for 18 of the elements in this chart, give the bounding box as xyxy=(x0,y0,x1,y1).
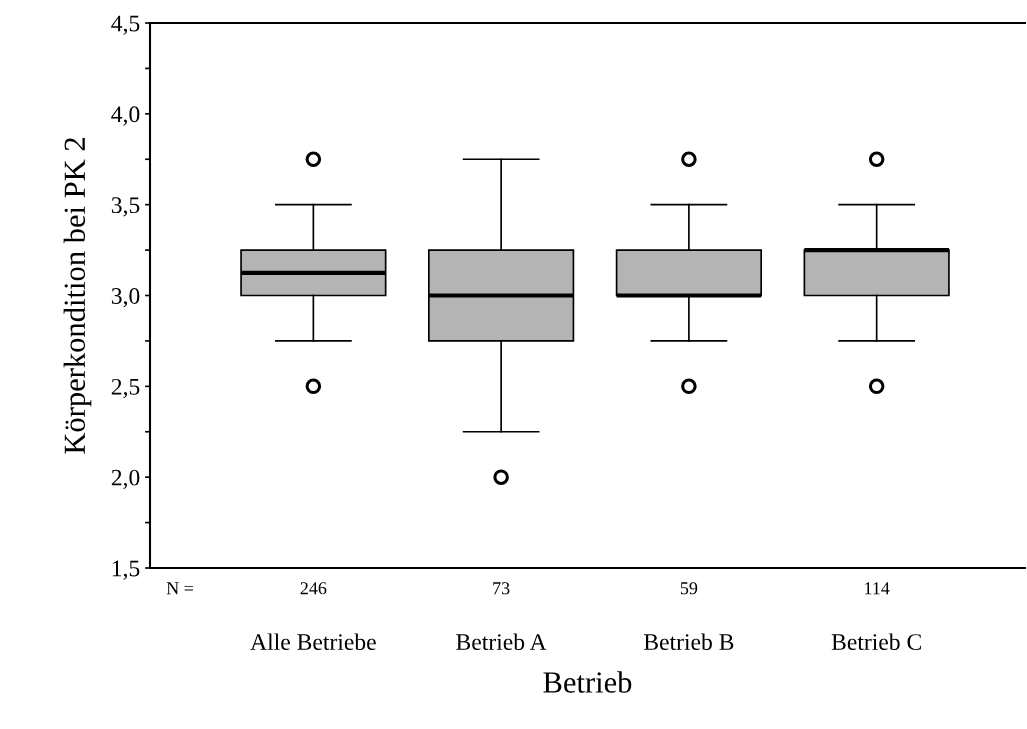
x-tick-label: Betrieb B xyxy=(644,633,734,651)
y-tick-label: 4,5 xyxy=(111,15,140,35)
x-tick-label: Betrieb A xyxy=(456,633,547,651)
text: 59 xyxy=(680,582,698,595)
text: N = xyxy=(166,582,194,595)
y-tick-label: 3,5 xyxy=(111,197,140,217)
text: 114 xyxy=(865,582,890,595)
y-tick-label: 2,5 xyxy=(111,378,140,399)
text: 246 xyxy=(300,582,327,595)
text: 73 xyxy=(493,582,510,595)
y-tick-label: 3,0 xyxy=(111,287,140,308)
x-tick-label: Alle Betriebe xyxy=(250,633,376,651)
y-tick-label: 1,5 xyxy=(112,560,140,580)
x-axis-title: Betrieb xyxy=(543,671,632,693)
y-tick-label: 4,0 xyxy=(111,106,140,126)
y-tick-label: 2,0 xyxy=(111,469,140,489)
x-tick-label: Betrieb C xyxy=(831,633,921,651)
y-axis-title: Körperkondition bei PK 2 xyxy=(63,138,92,454)
